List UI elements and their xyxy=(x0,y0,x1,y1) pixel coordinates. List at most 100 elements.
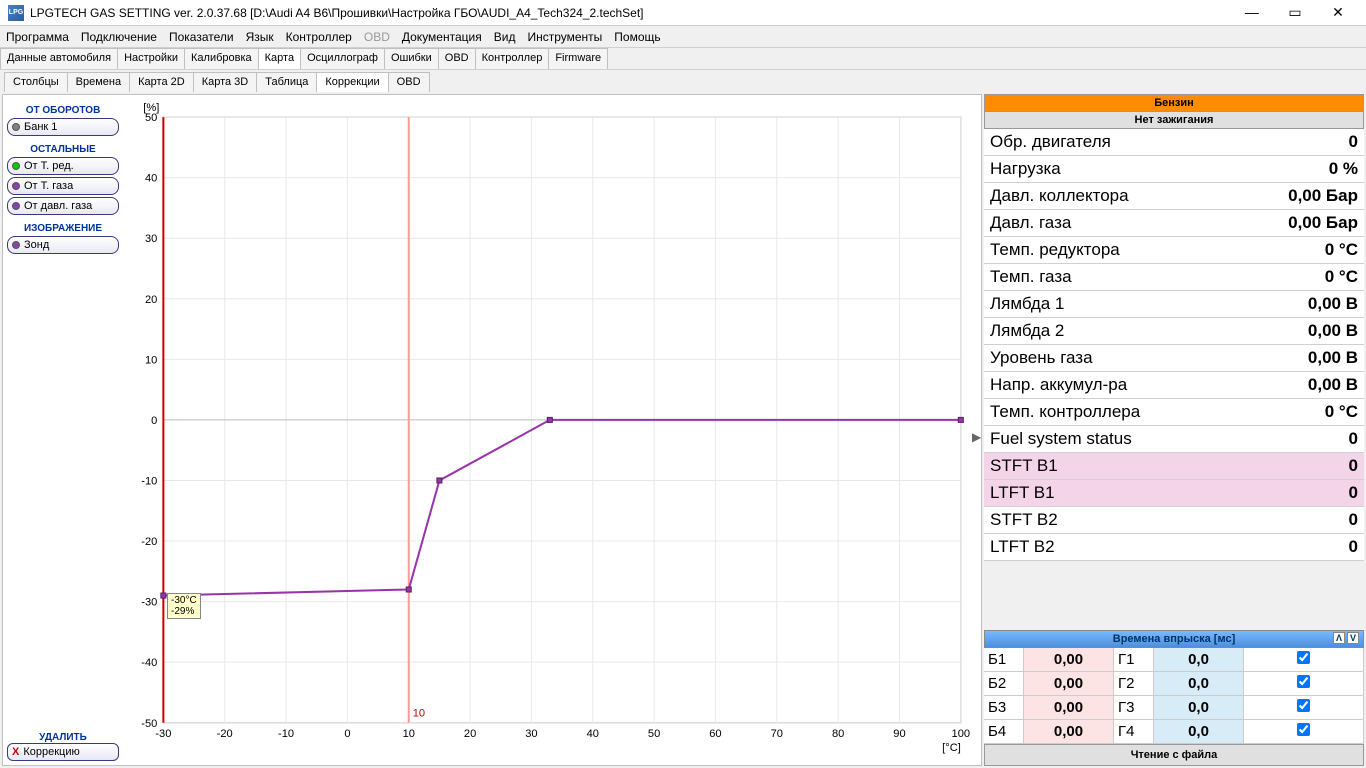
correction-chart[interactable]: -30-20-100102030405060708090100-50-40-30… xyxy=(123,95,981,765)
reading-row: Давл. газа0,00 Бар xyxy=(984,210,1364,237)
injection-row: Б40,00Г40,0 xyxy=(984,720,1364,744)
menu-item[interactable]: Вид xyxy=(494,30,516,44)
svg-text:10: 10 xyxy=(403,728,415,740)
main-tabs: Данные автомобиляНастройкиКалибровкаКарт… xyxy=(0,48,1366,70)
injection-row: Б10,00Г10,0 xyxy=(984,648,1364,672)
svg-text:0: 0 xyxy=(344,728,350,740)
menu-item[interactable]: Помощь xyxy=(614,30,660,44)
svg-text:70: 70 xyxy=(771,728,783,740)
main-tab[interactable]: Данные автомобиля xyxy=(0,48,117,69)
main-tab[interactable]: Firmware xyxy=(548,48,608,69)
svg-text:20: 20 xyxy=(145,294,157,306)
sub-tab[interactable]: OBD xyxy=(388,72,430,92)
main-tab[interactable]: Ошибки xyxy=(384,48,438,69)
sub-tab[interactable]: Таблица xyxy=(256,72,317,92)
close-button[interactable]: ✕ xyxy=(1318,4,1358,21)
series-toggle[interactable]: От T. ред. xyxy=(7,157,119,175)
reading-row: Лямбда 10,00 В xyxy=(984,291,1364,318)
svg-text:-10: -10 xyxy=(141,476,157,488)
delete-title: УДАЛИТЬ xyxy=(7,732,119,743)
expand-panel-icon[interactable]: ▶ xyxy=(972,430,981,444)
svg-text:-40: -40 xyxy=(141,657,157,669)
menu-item[interactable]: Инструменты xyxy=(527,30,602,44)
sub-tab[interactable]: Столбцы xyxy=(4,72,68,92)
svg-text:10: 10 xyxy=(145,354,157,366)
main-tab[interactable]: Калибровка xyxy=(184,48,258,69)
svg-text:-50: -50 xyxy=(141,718,157,730)
inj-sort-down-icon[interactable]: V xyxy=(1347,632,1359,644)
main-tab[interactable]: Настройки xyxy=(117,48,184,69)
svg-text:-20: -20 xyxy=(217,728,233,740)
inj-sort-up-icon[interactable]: Λ xyxy=(1333,632,1345,644)
main-tab[interactable]: Карта xyxy=(258,48,300,69)
maximize-button[interactable]: ▭ xyxy=(1275,4,1315,21)
svg-text:10: 10 xyxy=(413,708,425,720)
injection-enable-checkbox[interactable] xyxy=(1297,675,1310,688)
sub-tab[interactable]: Коррекции xyxy=(316,72,388,92)
svg-text:90: 90 xyxy=(893,728,905,740)
injection-row: Б30,00Г30,0 xyxy=(984,696,1364,720)
series-toggle[interactable]: От давл. газа xyxy=(7,197,119,215)
reading-row: Темп. контроллера0 °C xyxy=(984,399,1364,426)
reading-row: Напр. аккумул-ра0,00 В xyxy=(984,372,1364,399)
menu-item[interactable]: Документация xyxy=(402,30,482,44)
delete-correction-button[interactable]: X Коррекцию xyxy=(7,743,119,761)
injection-enable-checkbox[interactable] xyxy=(1297,699,1310,712)
svg-text:50: 50 xyxy=(648,728,660,740)
delete-x-icon: X xyxy=(12,746,19,758)
injection-enable-checkbox[interactable] xyxy=(1297,723,1310,736)
reading-row: Давл. коллектора0,00 Бар xyxy=(984,183,1364,210)
main-tab[interactable]: OBD xyxy=(438,48,475,69)
series-toggle[interactable]: Зонд xyxy=(7,236,119,254)
svg-text:-30: -30 xyxy=(155,728,171,740)
svg-text:-20: -20 xyxy=(141,536,157,548)
series-toggle[interactable]: Банк 1 xyxy=(7,118,119,136)
menu-item[interactable]: Показатели xyxy=(169,30,234,44)
menu-bar: Программа Подключение Показатели Язык Контро… xyxy=(0,26,1366,48)
svg-text:[°C]: [°C] xyxy=(942,742,961,754)
fuel-status: Бензин xyxy=(984,94,1364,112)
svg-text:0: 0 xyxy=(151,415,157,427)
reading-row: Fuel system status0 xyxy=(984,426,1364,453)
group-rpm-title: ОТ ОБОРОТОВ xyxy=(7,105,119,116)
ignition-status: Нет зажигания xyxy=(984,112,1364,129)
main-tab[interactable]: Контроллер xyxy=(475,48,549,69)
svg-text:60: 60 xyxy=(709,728,721,740)
menu-item[interactable]: Контроллер xyxy=(286,30,352,44)
injection-enable-checkbox[interactable] xyxy=(1297,651,1310,664)
reading-row: Обр. двигателя0 xyxy=(984,129,1364,156)
svg-text:-10: -10 xyxy=(278,728,294,740)
svg-text:40: 40 xyxy=(145,173,157,185)
menu-item[interactable]: Программа xyxy=(6,30,69,44)
reading-row: STFT B10 xyxy=(984,453,1364,480)
injection-row: Б20,00Г20,0 xyxy=(984,672,1364,696)
svg-text:100: 100 xyxy=(952,728,971,740)
series-toggle[interactable]: От T. газа xyxy=(7,177,119,195)
reading-row: Темп. газа0 °C xyxy=(984,264,1364,291)
reading-row: Лямбда 20,00 В xyxy=(984,318,1364,345)
series-color-icon xyxy=(12,202,20,210)
sub-tab[interactable]: Времена xyxy=(67,72,130,92)
chart-tooltip: -30°C-29% xyxy=(167,593,201,619)
menu-item[interactable]: OBD xyxy=(364,30,390,44)
svg-text:30: 30 xyxy=(525,728,537,740)
svg-text:20: 20 xyxy=(464,728,476,740)
menu-item[interactable]: Язык xyxy=(246,30,274,44)
connection-status: Чтение с файла xyxy=(984,744,1364,766)
sub-tab[interactable]: Карта 3D xyxy=(193,72,258,92)
reading-row: LTFT B10 xyxy=(984,480,1364,507)
series-color-icon xyxy=(12,162,20,170)
window-title: LPGTECH GAS SETTING ver. 2.0.37.68 [D:\A… xyxy=(30,6,1232,20)
reading-row: Нагрузка0 % xyxy=(984,156,1364,183)
svg-text:30: 30 xyxy=(145,233,157,245)
svg-text:[%]: [%] xyxy=(143,102,159,114)
menu-item[interactable]: Подключение xyxy=(81,30,157,44)
reading-row: STFT B20 xyxy=(984,507,1364,534)
minimize-button[interactable]: — xyxy=(1232,4,1272,20)
main-tab[interactable]: Осциллограф xyxy=(300,48,384,69)
group-image-title: ИЗОБРАЖЕНИЕ xyxy=(7,223,119,234)
reading-row: Уровень газа0,00 В xyxy=(984,345,1364,372)
svg-text:-30: -30 xyxy=(141,597,157,609)
app-icon: LPG xyxy=(8,5,24,21)
sub-tab[interactable]: Карта 2D xyxy=(129,72,194,92)
